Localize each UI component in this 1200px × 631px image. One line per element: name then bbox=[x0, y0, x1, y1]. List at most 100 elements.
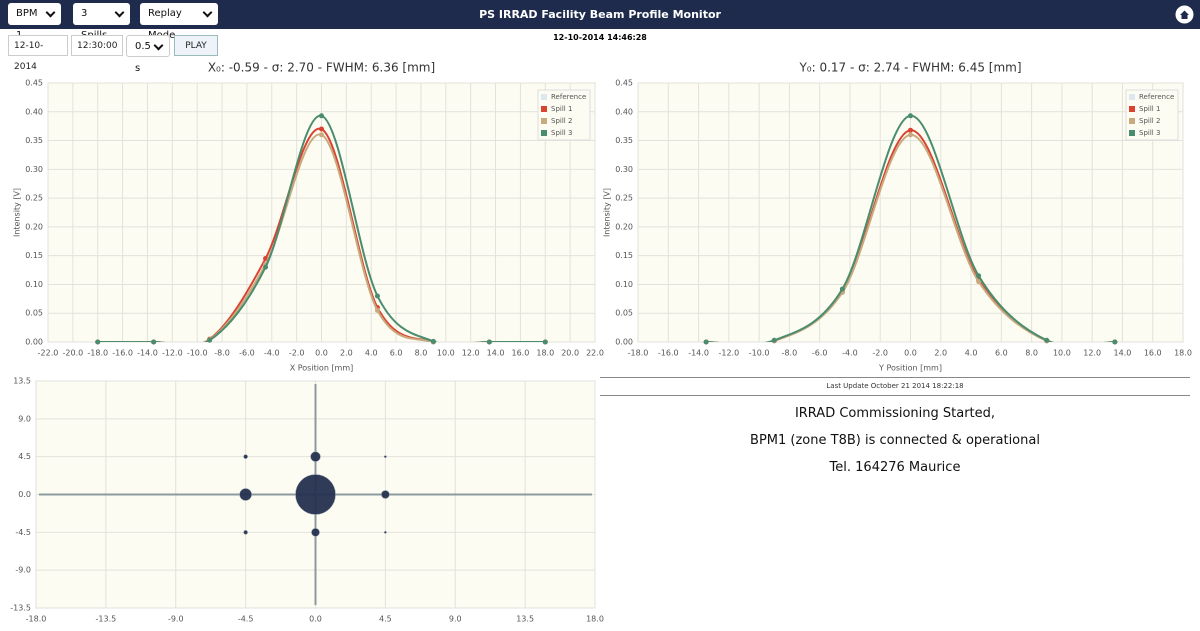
header-bar: BPM 1 3 Spills Replay Mode PS IRRAD Faci… bbox=[0, 0, 1200, 41]
chart-title: X₀: -0.59 - σ: 2.70 - FWHM: 6.36 [mm] bbox=[208, 61, 435, 75]
x-tick-label: 10.0 bbox=[437, 349, 455, 358]
x-tick-label: 16.0 bbox=[1144, 349, 1162, 358]
x-tick-label: -2.0 bbox=[872, 349, 888, 358]
series-line bbox=[97, 114, 546, 342]
x-tick-label: -12.0 bbox=[718, 349, 739, 358]
x-tick-label: -10.0 bbox=[187, 349, 208, 358]
x-tick-label: -4.5 bbox=[238, 615, 254, 624]
legend-label: Spill 2 bbox=[1139, 117, 1160, 125]
data-point bbox=[908, 132, 913, 138]
y-tick-label: 0.30 bbox=[615, 165, 633, 174]
y-tick-label: 0.35 bbox=[615, 136, 633, 145]
app-title: PS IRRAD Facility Beam Profile Monitor bbox=[479, 8, 721, 21]
chart-title: Y₀: 0.17 - σ: 2.74 - FWHM: 6.45 [mm] bbox=[798, 61, 1021, 75]
legend-label: Reference bbox=[551, 93, 586, 101]
y-tick-label: 0.35 bbox=[25, 136, 43, 145]
data-point bbox=[542, 339, 548, 345]
x-tick-label: 6.0 bbox=[995, 349, 1008, 358]
y-tick-label: 4.5 bbox=[18, 452, 31, 461]
data-point bbox=[430, 339, 436, 345]
x-tick-label: 6.0 bbox=[390, 349, 403, 358]
y-tick-label: 0.20 bbox=[615, 222, 633, 231]
y-tick-label: 0.10 bbox=[25, 280, 43, 289]
series-line bbox=[706, 114, 1115, 342]
series-line bbox=[706, 129, 1115, 342]
y-tick-label: -9.0 bbox=[15, 566, 31, 575]
series-line bbox=[97, 133, 546, 342]
data-point bbox=[374, 307, 380, 313]
home-button[interactable] bbox=[1175, 5, 1194, 24]
x-tick-label: 0.0 bbox=[309, 615, 322, 624]
y-tick-label: 0.20 bbox=[25, 222, 43, 231]
date-input[interactable]: 12-10-2014 bbox=[8, 35, 68, 72]
y-tick-label: 0.45 bbox=[615, 79, 633, 88]
y-tick-label: -13.5 bbox=[10, 604, 31, 613]
legend-swatch bbox=[1129, 130, 1135, 136]
data-point bbox=[1044, 337, 1050, 343]
data-point bbox=[95, 339, 101, 345]
legend-label: Spill 1 bbox=[1139, 105, 1160, 113]
x-tick-label: 18.0 bbox=[536, 349, 554, 358]
data-point bbox=[1044, 338, 1050, 344]
x-tick-label: -4.0 bbox=[842, 349, 858, 358]
x-tick-label: -10.0 bbox=[749, 349, 770, 358]
x-tick-label: -20.0 bbox=[63, 349, 84, 358]
x-tick-label: -16.0 bbox=[112, 349, 133, 358]
y-tick-label: 0.40 bbox=[615, 107, 633, 116]
y-tick-label: 0.05 bbox=[615, 309, 633, 318]
time-input[interactable]: 12:30:00 bbox=[71, 35, 123, 56]
mode-dropdown[interactable]: Replay Mode bbox=[140, 3, 218, 41]
legend-swatch bbox=[541, 106, 547, 112]
x-tick-label: -12.0 bbox=[162, 349, 183, 358]
data-point bbox=[151, 339, 157, 345]
y-tick-label: 0.30 bbox=[25, 165, 43, 174]
y-tick-label: 0.45 bbox=[25, 79, 43, 88]
data-point bbox=[319, 126, 324, 132]
data-point bbox=[839, 286, 845, 292]
data-point bbox=[771, 337, 777, 343]
data-point bbox=[374, 304, 380, 310]
data-point bbox=[771, 338, 777, 344]
timestamp: 12-10-2014 14:46:28 bbox=[553, 33, 647, 42]
x-tick-label: -9.0 bbox=[168, 615, 184, 624]
y-tick-label: 9.0 bbox=[18, 414, 31, 423]
legend-label: Spill 1 bbox=[551, 105, 572, 113]
plot-area bbox=[35, 380, 596, 609]
x-tick-label: 14.0 bbox=[487, 349, 505, 358]
play-button[interactable]: PLAY bbox=[174, 35, 218, 56]
data-point bbox=[542, 339, 548, 345]
x-tick-label: 13.5 bbox=[516, 615, 534, 624]
bubble bbox=[381, 490, 390, 499]
data-point bbox=[1112, 339, 1118, 345]
x-tick-label: -4.0 bbox=[264, 349, 280, 358]
y-tick-label: 0.25 bbox=[615, 194, 633, 203]
data-point bbox=[839, 290, 845, 296]
y-tick-label: 0.15 bbox=[25, 251, 43, 260]
y-tick-label: 0.00 bbox=[615, 338, 633, 347]
data-point bbox=[430, 338, 436, 344]
data-point bbox=[151, 339, 157, 345]
x-tick-label: -2.0 bbox=[289, 349, 305, 358]
status-message: BPM1 (zone T8B) is connected & operation… bbox=[750, 433, 1040, 448]
x-tick-label: -18.0 bbox=[26, 615, 47, 624]
y-tick-label: 0.25 bbox=[25, 194, 43, 203]
data-point bbox=[95, 339, 101, 345]
data-point bbox=[207, 337, 213, 343]
data-point bbox=[263, 264, 269, 270]
interval-dropdown[interactable]: 0.5 s bbox=[126, 35, 170, 74]
x-tick-label: 16.0 bbox=[512, 349, 530, 358]
y-tick-label: 0.0 bbox=[18, 490, 31, 499]
legend-label: Spill 3 bbox=[1139, 129, 1160, 137]
x-tick-label: -14.0 bbox=[137, 349, 158, 358]
data-point bbox=[319, 113, 324, 119]
x-tick-label: 2.0 bbox=[340, 349, 353, 358]
bpm-dropdown[interactable]: BPM 1 bbox=[8, 3, 61, 41]
y-axis-label: Intensity [V] bbox=[13, 188, 22, 237]
x-tick-label: 22.0 bbox=[586, 349, 604, 358]
spills-dropdown[interactable]: 3 Spills bbox=[73, 3, 130, 41]
data-point bbox=[430, 339, 436, 345]
data-point bbox=[263, 261, 269, 267]
data-point bbox=[207, 336, 213, 342]
